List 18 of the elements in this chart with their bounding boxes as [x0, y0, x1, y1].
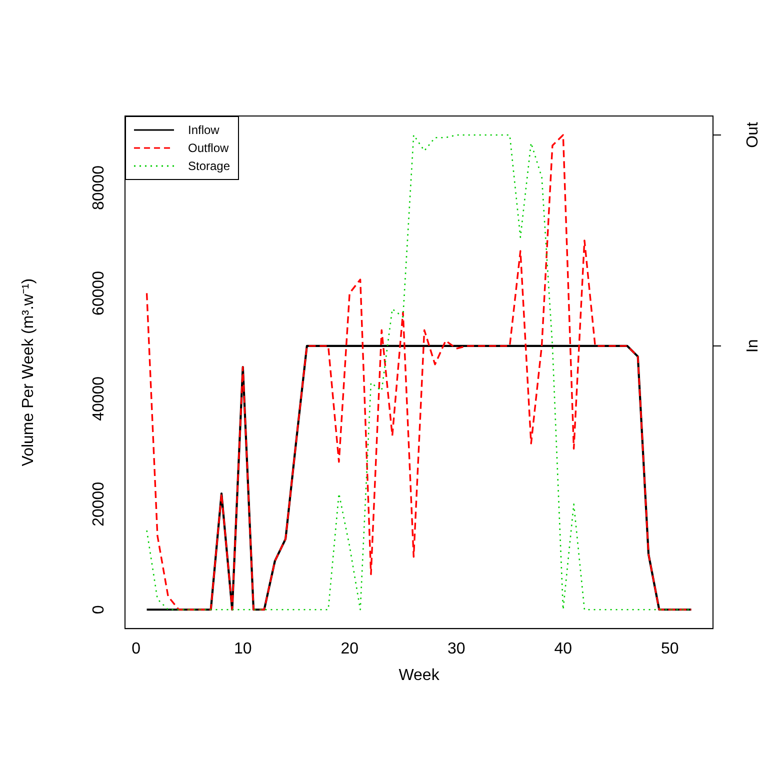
x-tick-label: 30	[447, 640, 466, 658]
legend-label: Outflow	[188, 141, 229, 155]
text: In	[744, 339, 762, 353]
x-tick-label: 40	[554, 640, 572, 658]
x-tick-label: 20	[340, 640, 359, 658]
y-tick-label: 0	[90, 605, 108, 614]
legend-label: Storage	[188, 159, 230, 173]
y-tick-label: 80000	[90, 165, 108, 210]
x-tick-label: 50	[660, 640, 679, 658]
x-tick-label: 0	[132, 640, 141, 658]
y-tick-label: 20000	[90, 482, 108, 526]
x-tick-label: 10	[234, 640, 252, 658]
x-axis-title: Week	[398, 666, 440, 684]
legend-label: Inflow	[188, 123, 220, 137]
text: Out	[744, 122, 762, 148]
y-tick-label: 40000	[90, 376, 108, 421]
y-axis-title: Volume Per Week (m³.w⁻¹)	[20, 278, 38, 466]
y-tick-label: 60000	[90, 270, 108, 316]
